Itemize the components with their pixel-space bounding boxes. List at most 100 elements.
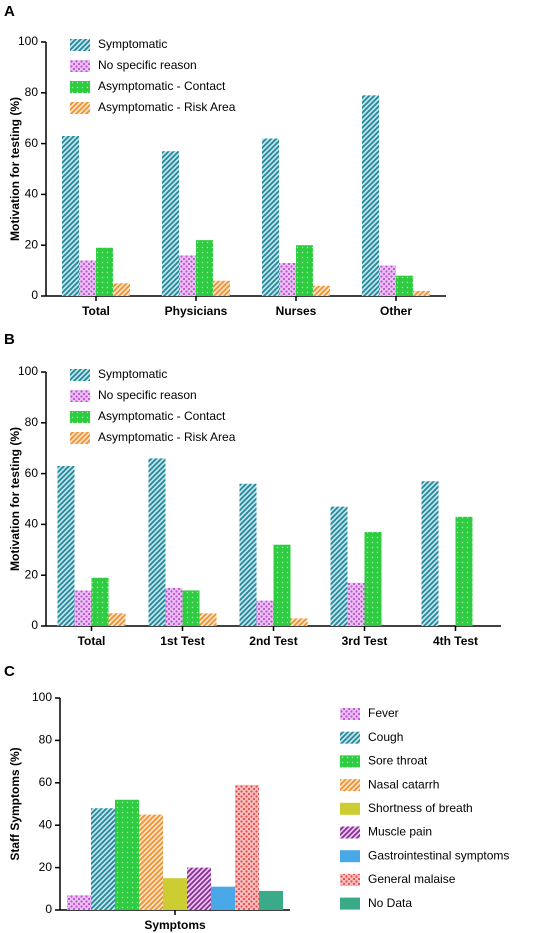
x-tick-label: Total (78, 634, 106, 648)
bar (139, 814, 163, 910)
legend-label: No specific reason (98, 58, 197, 72)
bar (96, 247, 113, 296)
bar (330, 506, 348, 626)
legend-swatch (70, 39, 90, 51)
bar (196, 240, 213, 296)
bar (213, 280, 230, 296)
legend-label: Asymptomatic - Risk Area (98, 100, 236, 114)
bar (256, 600, 274, 626)
legend-label: Symptomatic (98, 37, 167, 51)
legend-swatch (340, 897, 360, 910)
bar (211, 886, 235, 910)
legend-label: Asymptomatic - Contact (98, 79, 226, 93)
bar (113, 283, 130, 296)
x-tick-label: 1st Test (160, 634, 204, 648)
x-tick-label: Physicians (165, 304, 228, 318)
bar (108, 613, 126, 626)
legend-label: General malaise (368, 872, 456, 886)
legend-swatch (340, 802, 360, 815)
legend-swatch (70, 432, 90, 444)
legend-label: Sore throat (368, 754, 428, 768)
bar (313, 285, 330, 296)
legend-swatch (70, 102, 90, 114)
bar (273, 544, 291, 626)
bar (235, 784, 259, 910)
legend-swatch (340, 755, 360, 768)
bar (62, 135, 79, 296)
legend-swatch (340, 779, 360, 792)
bar (187, 867, 211, 910)
panel-label: B (4, 331, 15, 348)
y-tick-label: 40 (39, 817, 53, 831)
bar (239, 483, 257, 626)
legend-label: Shortness of breath (368, 801, 473, 815)
legend-swatch (70, 81, 90, 93)
legend-swatch (70, 369, 90, 381)
y-tick-label: 0 (31, 618, 38, 632)
legend-swatch (340, 731, 360, 744)
y-tick-label: 100 (18, 364, 38, 378)
bar (362, 95, 379, 296)
y-tick-label: 40 (25, 517, 39, 531)
y-tick-label: 80 (25, 85, 39, 99)
bar (290, 618, 308, 626)
panel-label: A (4, 3, 15, 20)
legend-label: Muscle pain (368, 825, 432, 839)
bar (74, 590, 92, 626)
bar (115, 799, 139, 910)
x-tick-label: 3rd Test (342, 634, 388, 648)
bar (162, 151, 179, 296)
y-tick-label: 60 (25, 136, 39, 150)
y-axis-label: Staff Symptoms (%) (8, 747, 22, 860)
y-tick-label: 80 (25, 415, 39, 429)
bar (91, 577, 109, 626)
x-tick-label: 4th Test (433, 634, 478, 648)
legend-swatch (340, 873, 360, 886)
x-tick-label: Total (82, 304, 110, 318)
x-tick-label: Symptoms (144, 918, 206, 932)
legend-label: No Data (368, 896, 412, 910)
bar (455, 516, 473, 626)
legend-swatch (340, 826, 360, 839)
bar (182, 590, 200, 626)
y-tick-label: 20 (25, 567, 39, 581)
panel-label: C (4, 663, 15, 680)
y-tick-label: 80 (39, 733, 53, 747)
bar (296, 245, 313, 296)
legend-label: Asymptomatic - Contact (98, 409, 226, 423)
y-tick-label: 20 (25, 237, 39, 251)
legend-swatch (340, 708, 360, 720)
legend-swatch (70, 411, 90, 423)
bar (67, 895, 91, 910)
bar (148, 458, 166, 626)
legend-label: Nasal catarrh (368, 777, 439, 791)
legend-swatch (70, 390, 90, 402)
y-tick-label: 100 (18, 34, 38, 48)
legend-swatch (70, 60, 90, 72)
bar (199, 613, 217, 626)
bar (396, 275, 413, 296)
y-axis-label: Motivation for testing (%) (8, 97, 22, 241)
bar (79, 260, 96, 296)
legend-label: Cough (368, 730, 403, 744)
y-axis-label: Motivation for testing (%) (8, 427, 22, 571)
x-tick-label: 2nd Test (249, 634, 297, 648)
bar (421, 481, 439, 626)
legend-label: No specific reason (98, 388, 197, 402)
bar (57, 465, 75, 626)
y-tick-label: 20 (39, 860, 53, 874)
bar (364, 532, 382, 626)
bar (347, 582, 365, 626)
legend-label: Symptomatic (98, 367, 167, 381)
bar (379, 265, 396, 296)
legend-label: Asymptomatic - Risk Area (98, 430, 236, 444)
legend-swatch (340, 850, 360, 863)
y-tick-label: 0 (31, 288, 38, 302)
bar (179, 255, 196, 296)
legend-label: Fever (368, 706, 399, 720)
x-tick-label: Nurses (276, 304, 317, 318)
bar (262, 138, 279, 296)
bar (279, 262, 296, 296)
bar (413, 290, 430, 296)
